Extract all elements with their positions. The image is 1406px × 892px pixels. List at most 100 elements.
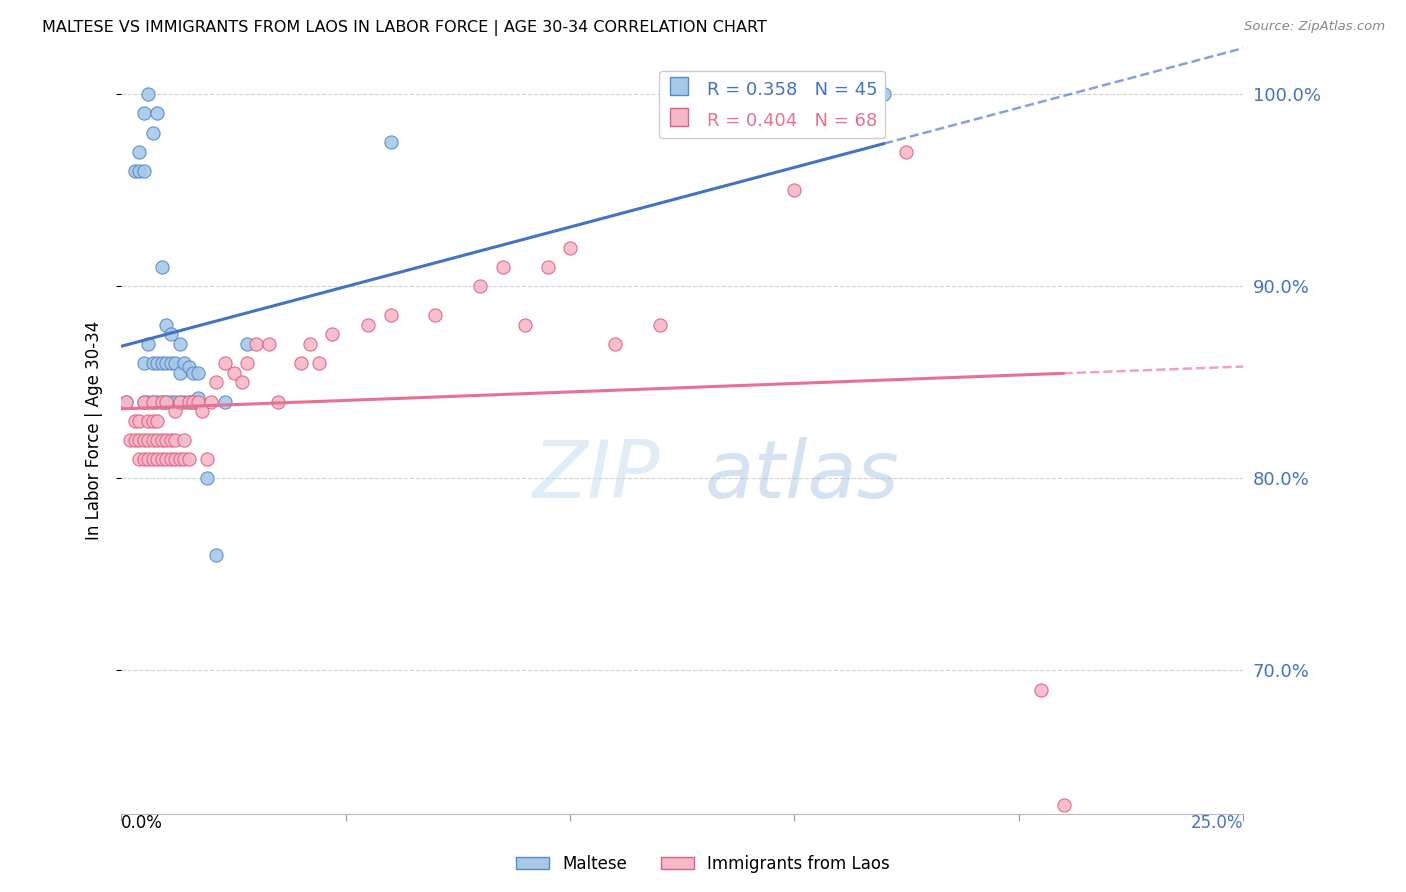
Point (136, 452, 159, 467)
Point (136, 433, 159, 447)
Point (177, 452, 200, 467)
Point (115, 394, 138, 409)
Point (146, 414, 169, 428)
Point (231, 376, 253, 390)
Point (128, 414, 150, 428)
Point (290, 356, 312, 370)
Point (169, 366, 191, 380)
Point (128, 164, 150, 178)
Point (120, 433, 142, 447)
Point (177, 359, 200, 374)
Point (142, 394, 165, 409)
Text: 25.0%: 25.0% (1191, 814, 1243, 832)
Point (1052, 797, 1074, 812)
Point (132, 394, 155, 409)
Point (173, 433, 195, 447)
Point (214, 394, 236, 409)
Point (159, 356, 181, 370)
Point (204, 548, 226, 562)
Point (146, 452, 169, 467)
Point (267, 394, 290, 409)
Point (169, 394, 191, 409)
Text: Source: ZipAtlas.com: Source: ZipAtlas.com (1244, 20, 1385, 33)
Point (142, 356, 165, 370)
Point (169, 337, 191, 351)
Point (259, 337, 281, 351)
Point (136, 87, 159, 102)
Point (142, 414, 165, 428)
Point (222, 366, 245, 380)
Point (380, 308, 402, 322)
Point (136, 414, 159, 428)
Point (783, 183, 806, 197)
Text: atlas: atlas (704, 437, 900, 516)
Legend: R = 0.358   N = 45, R = 0.404   N = 68: R = 0.358 N = 45, R = 0.404 N = 68 (658, 70, 886, 138)
Point (425, 308, 447, 322)
Point (165, 433, 187, 447)
Point (308, 356, 330, 370)
Point (155, 433, 177, 447)
Point (165, 404, 187, 418)
Point (159, 327, 181, 342)
Point (1029, 682, 1052, 697)
Point (200, 394, 222, 409)
Point (159, 394, 181, 409)
Point (142, 394, 165, 409)
Point (159, 452, 181, 467)
Point (128, 145, 150, 159)
Point (132, 356, 155, 370)
Point (155, 452, 177, 467)
Point (150, 356, 173, 370)
Point (177, 394, 200, 409)
Point (236, 337, 259, 351)
Point (470, 279, 492, 293)
Point (380, 135, 402, 149)
Point (187, 394, 209, 409)
Point (124, 433, 146, 447)
Point (187, 391, 209, 405)
Point (177, 394, 200, 409)
Point (132, 394, 155, 409)
Point (146, 106, 169, 120)
Point (146, 394, 169, 409)
Point (169, 452, 191, 467)
Point (181, 366, 204, 380)
Legend: Maltese, Immigrants from Laos: Maltese, Immigrants from Laos (509, 848, 897, 880)
Point (896, 145, 918, 159)
Point (155, 394, 177, 409)
Point (128, 452, 150, 467)
Point (142, 126, 165, 140)
Point (187, 366, 209, 380)
Point (298, 337, 321, 351)
Point (146, 433, 169, 447)
Point (150, 394, 173, 409)
Point (155, 394, 177, 409)
Point (132, 452, 155, 467)
Point (150, 433, 173, 447)
Point (155, 356, 177, 370)
Point (173, 452, 195, 467)
Point (181, 394, 204, 409)
Point (873, 87, 896, 102)
Point (558, 241, 581, 255)
Point (492, 260, 515, 274)
Point (146, 356, 169, 370)
Point (150, 452, 173, 467)
Point (159, 433, 181, 447)
Point (204, 376, 226, 390)
Point (165, 452, 187, 467)
Text: 0.0%: 0.0% (121, 814, 163, 832)
Point (150, 394, 173, 409)
Point (648, 318, 671, 332)
Point (236, 356, 259, 370)
Text: ZIP: ZIP (533, 437, 659, 516)
Point (181, 394, 204, 409)
Point (132, 164, 155, 178)
Point (142, 452, 165, 467)
Point (115, 394, 138, 409)
Point (136, 337, 159, 351)
Y-axis label: In Labor Force | Age 30-34: In Labor Force | Age 30-34 (86, 321, 103, 540)
Point (214, 356, 236, 370)
Point (357, 318, 380, 332)
Point (603, 337, 626, 351)
